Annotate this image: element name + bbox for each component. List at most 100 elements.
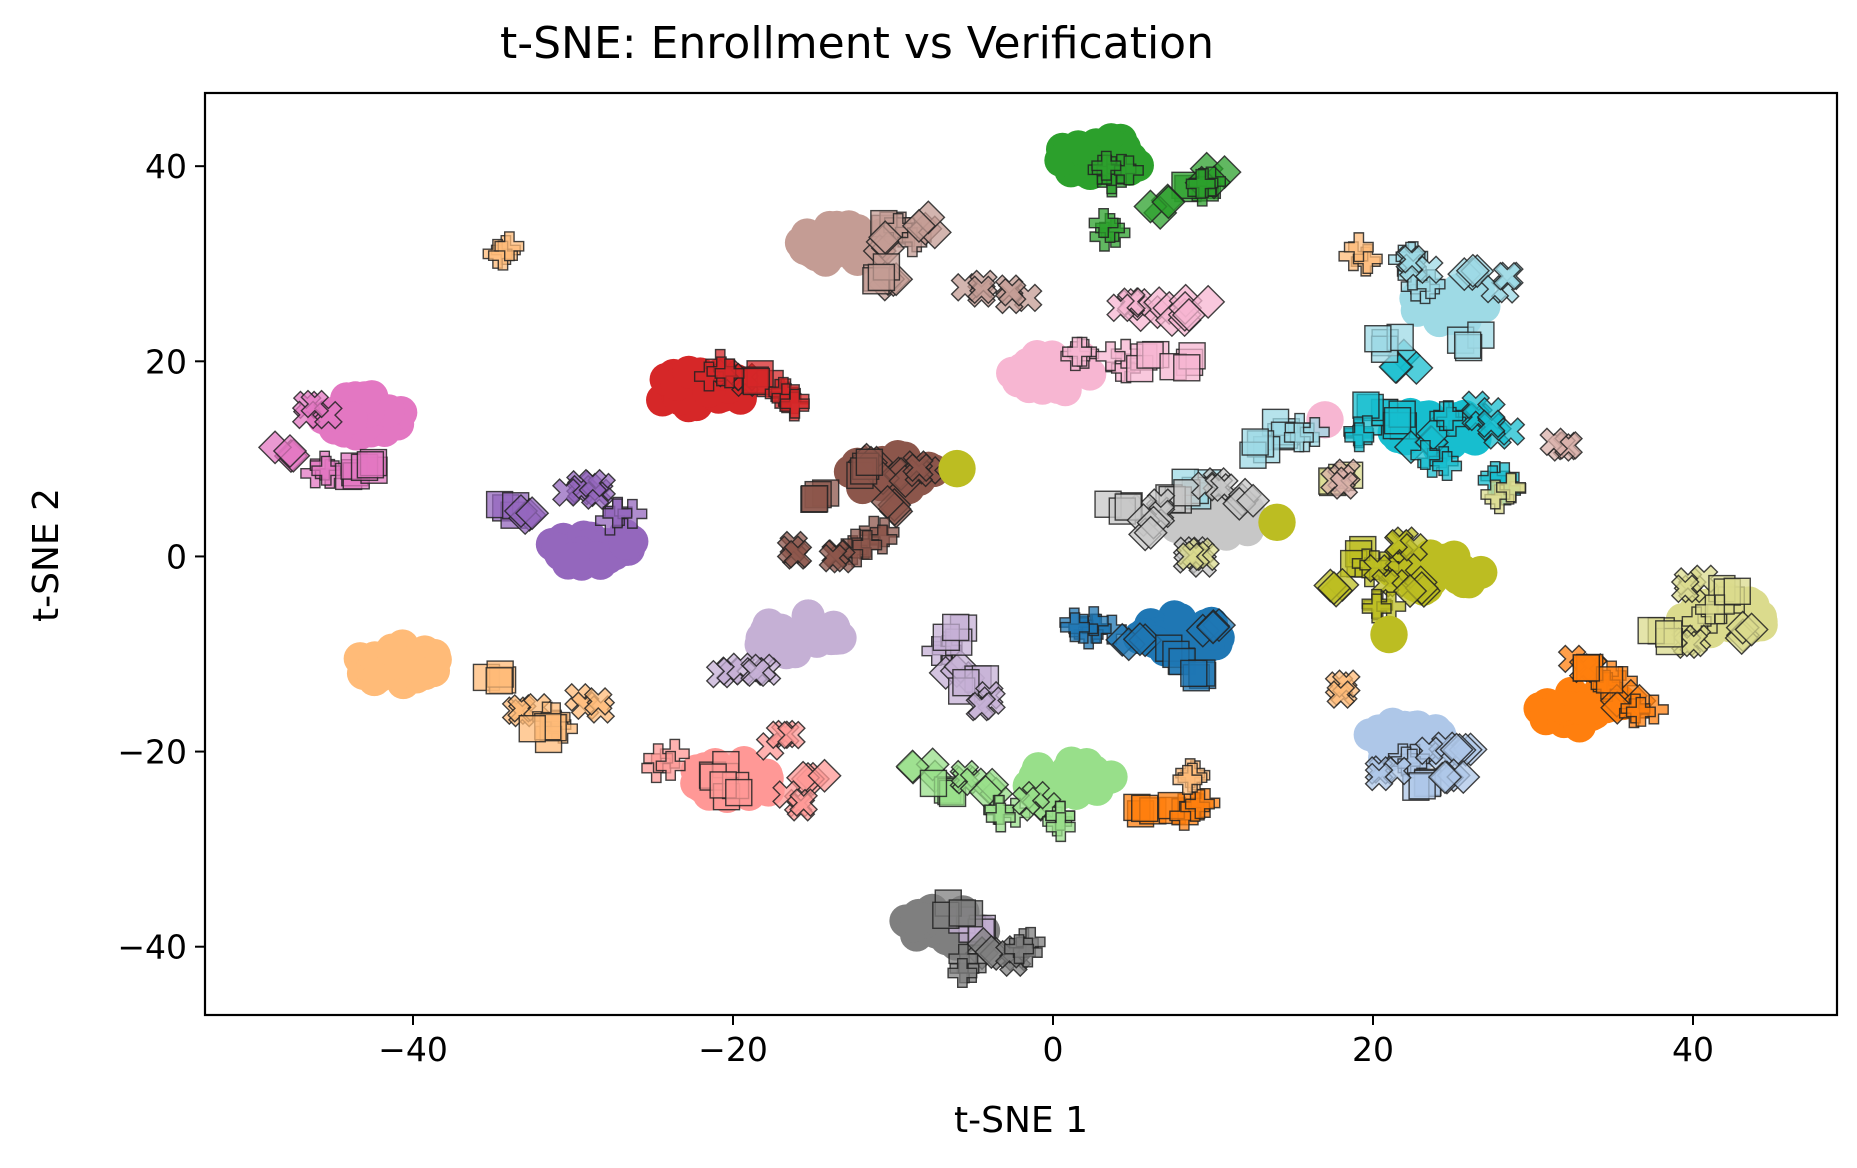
verification-point-square: [1241, 428, 1269, 456]
verification-point-square: [1383, 407, 1412, 435]
verification-point-plus: [643, 743, 674, 774]
verification-point-square: [855, 448, 884, 476]
verification-point-plus: [1045, 812, 1076, 843]
verification-point-square: [1352, 391, 1380, 419]
verification-point-square: [1595, 666, 1624, 694]
verification-point-square: [356, 451, 385, 479]
verification-point-plus: [714, 358, 745, 389]
y-tick-label: −40: [117, 928, 187, 967]
verification-point-plus: [494, 231, 525, 262]
y-axis: −40 −20 0 20 40: [117, 147, 205, 967]
verification-point-x: [1106, 293, 1135, 323]
enrollment-point: [749, 614, 783, 648]
verification-point-diamond: [1455, 253, 1490, 288]
y-tick-label: 20: [145, 342, 187, 381]
verification-point-diamond: [515, 496, 550, 531]
verification-point-square: [1572, 654, 1600, 682]
verification-point-square: [800, 485, 829, 513]
x-tick-label: 40: [1672, 1030, 1714, 1069]
verification-point-x: [1414, 736, 1444, 766]
verification-point-square: [948, 899, 977, 927]
verification-point-square: [919, 769, 948, 798]
verification-point-plus: [985, 802, 1016, 833]
verification-point-x: [1414, 255, 1444, 285]
verification-point-square: [1655, 620, 1683, 648]
verification-point-diamond: [272, 433, 308, 469]
enrollment-point: [1364, 722, 1398, 756]
verification-point-diamond: [1316, 570, 1352, 606]
enrollment-point: [1564, 691, 1598, 725]
verification-point-plus: [1059, 612, 1090, 643]
x-tick-label: 0: [1043, 1030, 1064, 1069]
verification-point-plus: [1004, 934, 1035, 965]
enrollment-point: [1370, 615, 1408, 654]
verification-point-x: [1476, 409, 1506, 439]
verification-point-square: [1408, 772, 1436, 800]
verification-point-plus: [311, 455, 342, 486]
verification-point-x: [967, 275, 996, 305]
verification-point-x: [904, 453, 934, 483]
enrollment-point: [899, 903, 933, 937]
chart-title: t-SNE: Enrollment vs Verification: [500, 18, 1214, 69]
verification-point-x: [967, 691, 997, 721]
verification-point-square: [942, 613, 970, 642]
verification-point-x: [1492, 261, 1522, 291]
verification-point-diamond: [1151, 185, 1186, 220]
verification-point-x: [1011, 786, 1041, 816]
y-axis-label: t-SNE 2: [26, 488, 67, 622]
verification-point-x: [1326, 680, 1356, 710]
verification-point-x: [578, 468, 608, 498]
verification-point-plus: [1343, 232, 1374, 263]
y-tick-label: −20: [117, 733, 187, 772]
y-tick-label: 40: [145, 147, 187, 186]
verification-point-square: [485, 667, 513, 695]
verification-point-plus: [1184, 789, 1215, 820]
verification-point-plus: [1496, 472, 1527, 503]
verification-point-plus: [1695, 594, 1726, 625]
verification-point-square: [1136, 341, 1164, 369]
verification-point-square: [952, 668, 980, 697]
verification-point-plus: [1283, 422, 1314, 453]
verification-point-plus: [1344, 422, 1375, 453]
verification-point-x: [783, 539, 813, 569]
verification-point-square: [867, 263, 896, 292]
verification-point-diamond: [1734, 612, 1769, 647]
verification-point-plus: [1088, 208, 1119, 239]
enrollment-point: [791, 599, 825, 633]
verification-point-x: [1329, 471, 1359, 500]
verification-point-square: [1364, 325, 1392, 353]
verification-point-x: [300, 389, 330, 419]
verification-point-diamond: [1122, 622, 1158, 657]
verification-point-square: [742, 367, 771, 396]
verification-point-x: [1175, 542, 1205, 572]
x-axis: −40 −20 0 20 40: [378, 1015, 1714, 1069]
verification-point-plus: [1095, 341, 1126, 372]
verification-point-x: [1679, 628, 1709, 658]
verification-point-square: [1453, 331, 1482, 359]
plot-frame: [203, 91, 1839, 1017]
enrollment-point: [362, 659, 396, 693]
verification-point-diamond: [901, 208, 937, 243]
verification-point-plus: [947, 957, 978, 988]
verification-point-diamond: [1392, 573, 1428, 609]
verification-point-diamond: [1133, 515, 1168, 550]
x-tick-label: −40: [378, 1030, 448, 1069]
verification-point-plus: [602, 498, 633, 529]
verification-point-diamond: [1427, 760, 1463, 795]
verification-point-x: [789, 788, 819, 818]
enrollment-point: [1258, 503, 1296, 541]
verification-point-x: [551, 478, 581, 507]
y-tick-label: 0: [166, 537, 187, 576]
enrollment-point: [608, 526, 642, 560]
enrollment-point: [556, 542, 590, 576]
verification-point-square: [1131, 794, 1159, 823]
verification-point-x: [1364, 762, 1394, 792]
verification-point-x: [997, 277, 1027, 307]
verification-point-square: [1723, 577, 1751, 605]
enrollment-point: [1231, 513, 1265, 547]
verification-point-diamond: [807, 758, 842, 793]
verification-point-plus: [1185, 168, 1216, 199]
enrollment-point: [408, 656, 442, 690]
